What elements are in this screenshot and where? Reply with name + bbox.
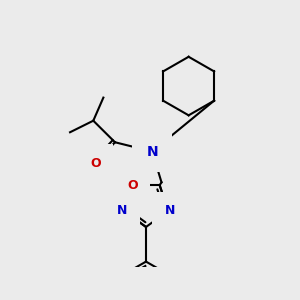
Text: N: N (164, 205, 175, 218)
Text: O: O (127, 179, 138, 192)
Text: N: N (117, 205, 128, 218)
Text: O: O (90, 157, 101, 169)
Text: N: N (146, 145, 158, 158)
